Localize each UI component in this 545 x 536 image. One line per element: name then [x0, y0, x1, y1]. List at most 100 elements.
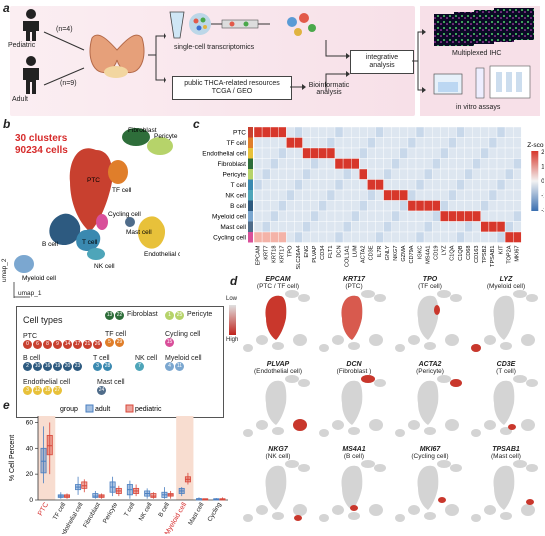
- feature-plot-gene: DCN: [346, 361, 362, 368]
- heatmap-cell: [440, 221, 449, 233]
- ihc-label: Multiplexed IHC: [452, 50, 502, 57]
- heatmap-cell: [383, 158, 392, 170]
- heatmap-gene-label: GZMA: [401, 245, 407, 261]
- heatmap-cell: [326, 231, 336, 243]
- heatmap-cell: [318, 221, 328, 233]
- heatmap-cell: [326, 168, 336, 180]
- heatmap-cell: [302, 168, 311, 180]
- heatmap-cell: [513, 158, 522, 170]
- heatmap-cell: [472, 221, 482, 233]
- heatmap-cell: [456, 137, 465, 149]
- heatmap-cell: [480, 231, 490, 243]
- umap-cluster-endothelial: [137, 216, 166, 249]
- heatmap-row-color: [248, 190, 253, 201]
- heatmap-cell: [431, 231, 441, 243]
- umap-label-tf: TF cell: [112, 187, 132, 194]
- heatmap-gene-label: LYZ: [442, 245, 448, 255]
- feature-plot-celltype: (PTC): [345, 283, 363, 290]
- heatmap-cell: [423, 221, 433, 233]
- heatmap-cell: [278, 158, 287, 170]
- heatmap-cell: [286, 210, 295, 222]
- heatmap-cell: [310, 168, 319, 180]
- heatmap-cell: [334, 158, 344, 170]
- feature-plot-celltype: (Endothelial cell): [253, 368, 303, 375]
- zscore-tick: 1: [541, 165, 544, 171]
- heatmap-cell: [359, 221, 368, 233]
- heatmap-cell: [456, 147, 465, 159]
- feature-plot: CD3E (T cell): [468, 361, 544, 446]
- heatmap-cell: [464, 179, 473, 191]
- heatmap-cell: [375, 210, 384, 222]
- feature-scale-low: Low: [226, 296, 238, 302]
- heatmap-cell: [342, 231, 352, 243]
- heatmap-cell: [334, 221, 344, 233]
- umap-label-mast: Mast cell: [126, 229, 152, 236]
- heatmap-cell: [391, 200, 400, 212]
- heatmap-cell: [504, 221, 514, 233]
- umap-cluster-ptc: [69, 148, 113, 232]
- heatmap-cell: [302, 126, 311, 138]
- heatmap-cell: [415, 200, 425, 212]
- panel-e-label: e: [3, 398, 10, 412]
- heatmap-cell: [253, 147, 263, 159]
- legend-entry: Cycling cell 15: [165, 331, 200, 347]
- heatmap-cell: [480, 126, 490, 138]
- legend-entry: NK cell 7: [135, 355, 157, 371]
- heatmap-cell: [278, 221, 287, 233]
- heatmap-gene-label: TPSB2: [482, 246, 488, 264]
- feature-scale-high: High: [226, 337, 239, 343]
- feature-plot-gene: EPCAM: [265, 276, 291, 283]
- heatmap-cell: [359, 189, 368, 201]
- heatmap-cell: [269, 168, 279, 180]
- heatmap-cell: [375, 221, 384, 233]
- box-mark: [195, 497, 202, 501]
- heatmap-cell: [472, 126, 482, 138]
- highlight-band: [38, 416, 56, 500]
- box-mark: [219, 497, 226, 501]
- vitro-label: in vitro assays: [456, 104, 501, 111]
- heatmap-cell: [440, 179, 449, 191]
- legend-entry: 1 25 Pericyte: [165, 311, 212, 320]
- heatmap-cell: [318, 137, 328, 149]
- feature-plot-celltype: (Cycling cell): [411, 453, 449, 460]
- legend-cluster-dot: 24: [97, 386, 106, 395]
- heatmap-cell: [472, 168, 482, 180]
- feature-umap: [395, 290, 462, 352]
- heatmap-cell: [278, 179, 287, 191]
- zscore-tick: -1: [541, 194, 544, 200]
- heatmap-gene-label: TPO: [288, 245, 294, 257]
- legend-entry-label: T cell: [93, 355, 110, 362]
- legend-entry: PTC 0 6 8 9 14 17 21 26: [23, 333, 103, 349]
- heatmap-cell: [480, 189, 490, 201]
- heatmap-cell: [367, 179, 376, 191]
- heatmap-cell: [496, 210, 506, 222]
- box-mark: [98, 493, 105, 499]
- heatmap-cell: [367, 221, 376, 233]
- heatmap-cell: [423, 179, 433, 191]
- heatmap-cell: [278, 168, 287, 180]
- heatmap-cell: [391, 126, 400, 138]
- in-vitro-icon: [433, 65, 531, 99]
- heatmap-cell: [448, 168, 457, 180]
- heatmap-cell: [391, 210, 400, 222]
- heatmap-cell: [383, 147, 392, 159]
- feature-plot-celltype: (Fibroblast ): [336, 368, 372, 375]
- heatmap-cell: [278, 147, 287, 159]
- heatmap-cell: [480, 137, 490, 149]
- heatmap-cell: [383, 200, 392, 212]
- heatmap-row-label: Endothelial cell: [202, 151, 246, 158]
- workflow-connector-arrows: [325, 40, 350, 90]
- feature-umap: [243, 375, 310, 437]
- integrative-box: integrative analysis: [350, 50, 414, 74]
- box-mark: [40, 426, 47, 484]
- feature-umap: [471, 375, 538, 437]
- heatmap-cell: [407, 137, 417, 149]
- feature-plot-gene: KRT17: [342, 276, 366, 283]
- heatmap-cell: [302, 158, 311, 170]
- umap-plot: Fibroblast Pericyte PTC TF cell Cycling …: [13, 127, 180, 298]
- legend-cluster-dot: 21: [83, 340, 92, 349]
- heatmap-cell: [294, 200, 303, 212]
- heatmap-cell: [496, 168, 506, 180]
- heatmap-gene-label: DCN: [336, 246, 342, 258]
- legend-cluster-dot: 11: [175, 362, 184, 371]
